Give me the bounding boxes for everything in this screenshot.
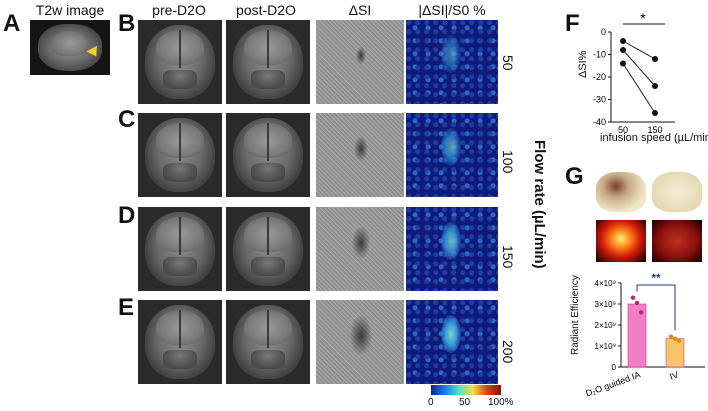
chart-g-bar	[665, 338, 685, 368]
chart-g-ytick-label: 4×10⁹	[595, 279, 616, 288]
image-dsi-row-3	[316, 207, 404, 291]
col-title-post: post-D2O	[236, 2, 296, 18]
image-pre-row-1	[138, 20, 222, 104]
panel-label-b: B	[118, 10, 136, 37]
chart-g-sig-bar	[636, 284, 676, 331]
chart-f-xtick-label: 50	[618, 125, 628, 135]
chart-f-ylabel: ΔSI%	[577, 50, 589, 78]
col-title-pct: |ΔSI|/S0 %	[418, 2, 486, 18]
panel-label-d: D	[118, 202, 136, 229]
image-pct-row-3	[406, 207, 498, 291]
image-post-row-2	[226, 113, 310, 197]
image-post-row-4	[226, 300, 310, 384]
fluorescence-iv	[652, 220, 702, 262]
chart-f-significance: *	[640, 10, 646, 26]
rate-100: 100	[500, 150, 516, 174]
chart-f-point	[652, 83, 658, 89]
chart-g-ytick-label: 3×10⁹	[595, 300, 616, 309]
chart-f-point	[652, 56, 658, 62]
image-pre-row-2	[138, 113, 222, 197]
chart-g-xtick-label: IV	[668, 369, 679, 381]
chart-f-xtick-label: 150	[647, 125, 662, 135]
chart-g-point	[676, 338, 682, 343]
image-pre-row-4	[138, 300, 222, 384]
colorbar-tick-50: 50	[459, 397, 471, 408]
chart-g-ytick-label: 0	[612, 363, 617, 372]
panel-label-a: A	[3, 10, 21, 37]
panel-label-f: F	[565, 10, 580, 37]
col-title-pre: pre-D2O	[152, 2, 206, 18]
chart-f-point	[620, 38, 626, 44]
brain-photo-ia	[596, 172, 646, 212]
chart-f-point	[620, 47, 626, 53]
chart-f-point	[652, 110, 658, 116]
panel-label-g: G	[565, 163, 584, 190]
chart-g-xtick-label: D₂O guided IA	[584, 369, 641, 398]
chart-f-ytick-label: 0	[601, 27, 606, 37]
chart-g-point	[672, 336, 678, 341]
fluorescence-ia	[596, 220, 646, 262]
flow-axis-label: Flow rate (µL/min)	[531, 140, 548, 269]
rate-50: 50	[500, 55, 516, 71]
image-dsi-row-4	[316, 300, 404, 384]
image-pct-row-2	[406, 113, 498, 197]
chart-g-ytick-label: 2×10⁹	[595, 321, 616, 330]
image-pre-row-3	[138, 207, 222, 291]
rate-200: 200	[500, 340, 516, 364]
chart-f: 0 -10 -20 -30 -40 50 150 *	[593, 10, 675, 135]
colorbar-tick-100: 100%	[488, 397, 514, 408]
image-post-row-3	[226, 207, 310, 291]
chart-g-ytick-label: 1×10⁹	[595, 342, 616, 351]
t2w-title: T2w image	[35, 2, 105, 18]
panel-label-e: E	[118, 294, 135, 321]
chart-f-series-line	[622, 40, 656, 60]
panel-label-c: C	[118, 106, 136, 133]
col-title-dsi: ΔSI	[348, 2, 372, 18]
brain-photo-iv	[652, 172, 702, 212]
chart-f-xlabel: infusion speed (µL/min)	[600, 132, 708, 144]
chart-g-point	[668, 334, 674, 339]
colorbar-tick-0: 0	[428, 397, 434, 408]
chart-f-series-line	[622, 49, 656, 87]
chart-g-bar	[627, 303, 647, 368]
chart-g: 0 1×10⁹ 2×10⁹ 3×10⁹ 4×10⁹ D₂O guided IA IV **	[584, 271, 705, 399]
chart-f-ytick-label: -30	[593, 95, 606, 105]
chart-g-point	[630, 295, 636, 300]
chart-g-point	[638, 310, 644, 315]
chart-f-series-line	[622, 63, 656, 114]
image-dsi-row-1	[316, 20, 404, 104]
chart-f-point	[620, 60, 626, 67]
chart-g-significance: **	[651, 271, 661, 285]
chart-g-point	[634, 300, 640, 306]
t2w-image	[30, 20, 110, 75]
image-pct-row-1	[406, 20, 498, 104]
chart-f-ytick-label: -40	[593, 117, 606, 127]
chart-f-ytick-label: -20	[593, 72, 606, 82]
colorbar	[431, 385, 501, 395]
chart-f-ytick-label: -10	[593, 50, 606, 60]
chart-g-ylabel: Radiant Efficiency	[570, 275, 581, 355]
image-pct-row-4	[406, 300, 498, 384]
image-post-row-1	[226, 20, 310, 104]
image-dsi-row-2	[316, 113, 404, 197]
rate-150: 150	[500, 245, 516, 269]
